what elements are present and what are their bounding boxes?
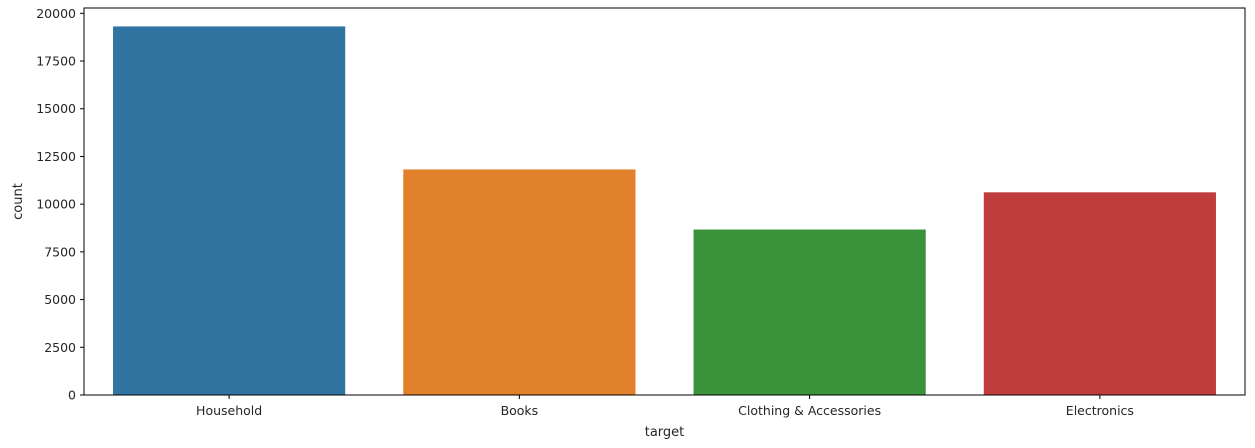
bar-books <box>403 169 636 395</box>
y-tick-label: 15000 <box>36 101 76 116</box>
y-tick-label: 12500 <box>36 149 76 164</box>
y-axis-label: count <box>11 183 26 220</box>
bar-household <box>113 26 346 395</box>
bars-group <box>113 26 1216 395</box>
x-tick-label: Clothing & Accessories <box>738 403 881 418</box>
y-tick-label: 7500 <box>44 244 76 259</box>
y-tick-label: 10000 <box>36 197 76 212</box>
x-tick-label: Household <box>196 403 262 418</box>
y-tick-label: 20000 <box>36 6 76 21</box>
plot-frame <box>83 7 1246 396</box>
x-axis-label: target <box>645 425 685 440</box>
y-tick-label: 2500 <box>44 340 76 355</box>
y-tick-label: 17500 <box>36 54 76 69</box>
x-tick-label: Electronics <box>1066 403 1134 418</box>
y-tick-label: 5000 <box>44 292 76 307</box>
bar-electronics <box>983 192 1216 395</box>
x-tick-label: Books <box>501 403 539 418</box>
x-axis-ticks: Household Books Clothing & Accessories Elec… <box>196 395 1134 418</box>
y-axis-ticks: 0 2500 5000 7500 10000 12500 15000 17500 20000 <box>36 6 84 403</box>
bar-clothing-accessories <box>693 229 926 395</box>
y-tick-label: 0 <box>68 388 76 403</box>
